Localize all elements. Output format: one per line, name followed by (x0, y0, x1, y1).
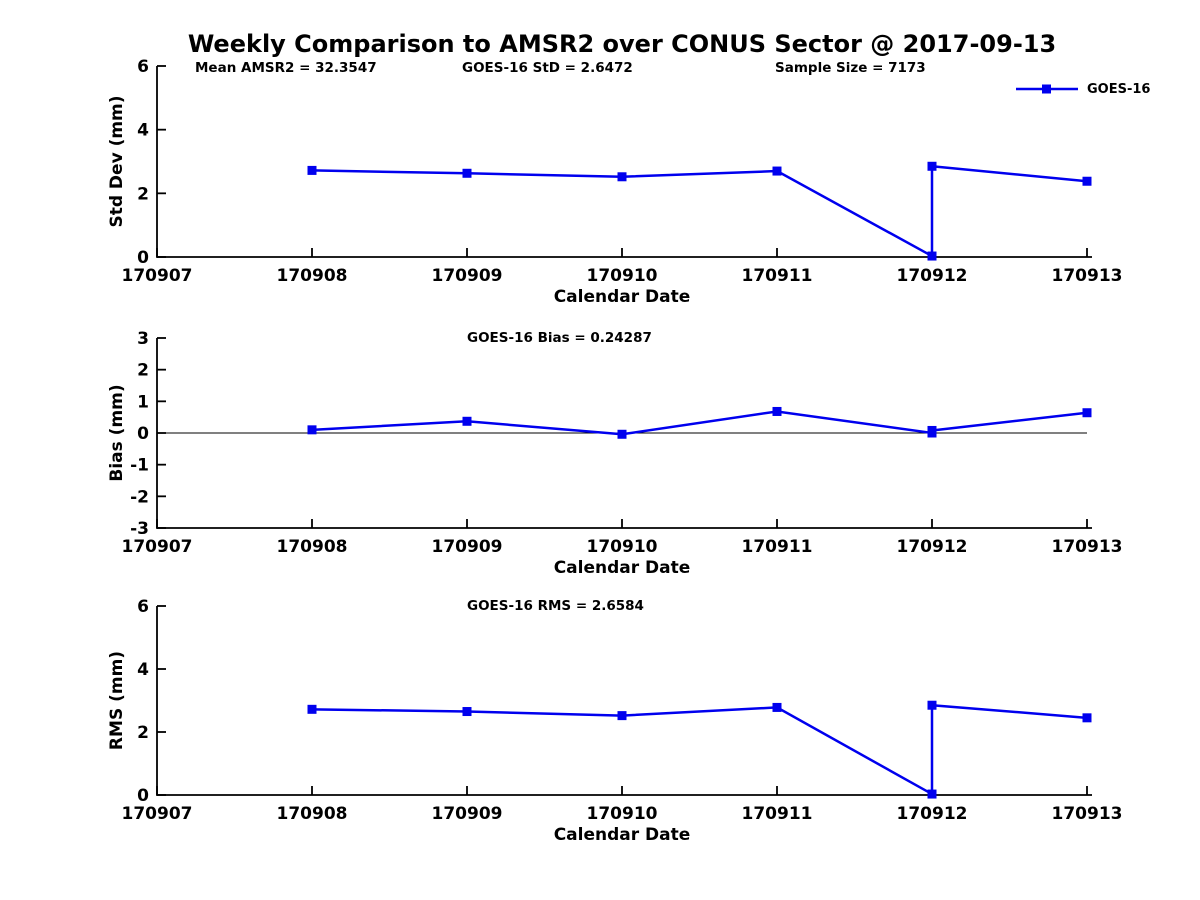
y-tick-label: 0 (137, 786, 149, 806)
x-tick-label: 170910 (587, 804, 658, 824)
x-tick-label: 170913 (1052, 804, 1123, 824)
x-tick-label: 170911 (742, 804, 813, 824)
data-point-marker (927, 251, 937, 261)
data-point-marker (927, 700, 937, 710)
x-tick-label: 170910 (587, 537, 658, 557)
data-point-marker (617, 172, 627, 182)
y-tick-label: 4 (137, 660, 149, 680)
data-point-marker (617, 711, 627, 721)
x-tick-label: 170913 (1052, 266, 1123, 286)
x-tick-label: 170911 (742, 266, 813, 286)
data-point-marker (927, 425, 937, 435)
data-point-marker (772, 406, 782, 416)
x-tick-label: 170907 (122, 266, 193, 286)
x-axis-title: Calendar Date (554, 287, 691, 307)
data-point-marker (307, 425, 317, 435)
x-tick-label: 170910 (587, 266, 658, 286)
data-point-marker (772, 702, 782, 712)
x-tick-label: 170912 (897, 266, 968, 286)
y-tick-label: -2 (130, 487, 149, 507)
subplot-std: 0 2 4 6 170907 170908 170909 170910 170911 170912… (107, 57, 1122, 307)
legend-line-sample (1016, 84, 1078, 94)
y-tick-label: -3 (130, 519, 149, 539)
data-point-marker (1082, 713, 1092, 723)
x-tick-label: 170911 (742, 537, 813, 557)
data-point-marker (927, 789, 937, 799)
data-point-marker (462, 707, 472, 717)
x-tick-label: 170909 (432, 537, 503, 557)
series-line (311, 164, 1088, 259)
y-tick-label: 3 (137, 329, 149, 349)
x-tick-label: 170912 (897, 804, 968, 824)
x-tick-label: 170913 (1052, 537, 1123, 557)
x-tick-label: 170908 (277, 537, 348, 557)
x-tick-label: 170907 (122, 804, 193, 824)
subplot-rms: 0 2 4 6 170907 170908 170909 170910 170911 170912… (107, 597, 1122, 845)
stat-annotation: GOES-16 StD = 2.6472 (462, 60, 633, 76)
legend-label: GOES-16 (1087, 81, 1151, 97)
y-tick-label: 6 (137, 57, 149, 77)
y-tick-label: 4 (137, 121, 149, 141)
data-point-marker (617, 429, 627, 439)
y-tick-label: 2 (137, 723, 149, 743)
y-tick-label: 6 (137, 597, 149, 617)
series-line (311, 703, 1088, 797)
y-tick-label: 0 (137, 248, 149, 268)
figure-title: Weekly Comparison to AMSR2 over CONUS Se… (187, 30, 1057, 58)
data-point-marker (1082, 408, 1092, 418)
y-axis-title: RMS (mm) (107, 651, 127, 750)
data-point-marker (307, 704, 317, 714)
legend: GOES-16 (1014, 80, 1150, 98)
data-point-marker (1082, 176, 1092, 186)
data-point-marker (462, 168, 472, 178)
x-tick-label: 170912 (897, 537, 968, 557)
legend-square-marker-icon (1042, 84, 1051, 94)
y-tick-label: 0 (137, 424, 149, 444)
data-point-marker (462, 416, 472, 426)
x-tick-label: 170909 (432, 266, 503, 286)
data-point-marker (772, 166, 782, 176)
x-tick-label: 170909 (432, 804, 503, 824)
y-axis-title: Std Dev (mm) (107, 95, 127, 227)
series-line (311, 410, 1088, 436)
x-tick-label: 170908 (277, 266, 348, 286)
y-tick-label: 2 (137, 184, 149, 204)
data-point-marker (927, 161, 937, 171)
x-axis-title: Calendar Date (554, 825, 691, 845)
y-axis-title: Bias (mm) (107, 384, 127, 481)
x-tick-label: 170908 (277, 804, 348, 824)
y-tick-label: -1 (130, 456, 149, 476)
stat-annotation: Sample Size = 7173 (775, 60, 926, 76)
data-point-marker (307, 165, 317, 175)
stat-annotation: Mean AMSR2 = 32.3547 (195, 60, 377, 76)
x-tick-label: 170907 (122, 537, 193, 557)
y-tick-label: 2 (137, 361, 149, 381)
y-tick-label: 1 (137, 392, 149, 412)
x-axis-title: Calendar Date (554, 558, 691, 578)
stat-annotation: GOES-16 RMS = 2.6584 (467, 598, 644, 614)
stat-annotation: GOES-16 Bias = 0.24287 (467, 330, 652, 346)
